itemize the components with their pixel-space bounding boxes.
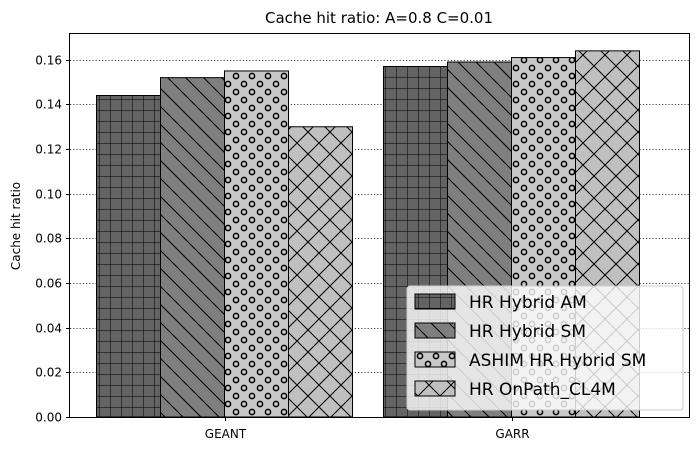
y-tick-label-1: 0.02: [35, 366, 62, 380]
bar-ashim-hr-hybrid-sm-geant: [224, 70, 289, 418]
plot-frame: [69, 33, 690, 418]
y-tick-label-4: 0.08: [35, 232, 62, 246]
bar-hr-hybrid-am-geant: [96, 95, 161, 418]
legend-label-1: HR Hybrid SM: [469, 322, 586, 342]
y-tick-label-0: 0.00: [35, 411, 62, 425]
y-tick-label-8: 0.16: [35, 54, 62, 68]
legend-label-2: ASHIM HR Hybrid SM: [469, 351, 646, 371]
y-tick-label-2: 0.04: [35, 322, 62, 336]
legend-item-3: HR OnPath_CL4M: [414, 380, 616, 400]
chart-title: Cache hit ratio: A=0.8 C=0.01: [265, 9, 493, 27]
y-tick-label-7: 0.14: [35, 98, 62, 112]
legend-item-1: HR Hybrid SM: [414, 322, 586, 342]
legend-item-2: ASHIM HR Hybrid SM: [414, 351, 646, 371]
legend-item-0: HR Hybrid AM: [414, 293, 587, 313]
y-tick-label-3: 0.06: [35, 277, 62, 291]
legend-box: [406, 285, 684, 411]
y-tick-label-6: 0.12: [35, 143, 62, 157]
y-axis: 0.00 0.02 0.04 0.06 0.08 0.10 0.12 0.14 0.16: [35, 54, 70, 425]
bar-hr-hybrid-sm-geant: [160, 77, 225, 418]
legend-label-0: HR Hybrid AM: [469, 293, 587, 313]
bar-hr-onpath-cl4m-geant: [288, 126, 353, 418]
y-axis-label: Cache hit ratio: [9, 182, 23, 270]
x-tick-label-1: GARR: [495, 427, 529, 441]
x-tick-label-0: GEANT: [205, 427, 247, 441]
y-tick-label-5: 0.10: [35, 188, 62, 202]
legend-label-3: HR OnPath_CL4M: [469, 380, 616, 400]
x-axis: GEANT GARR: [205, 417, 530, 441]
legend: HR Hybrid AM HR Hybrid SM ASHIM HR Hybrid …: [406, 285, 684, 411]
